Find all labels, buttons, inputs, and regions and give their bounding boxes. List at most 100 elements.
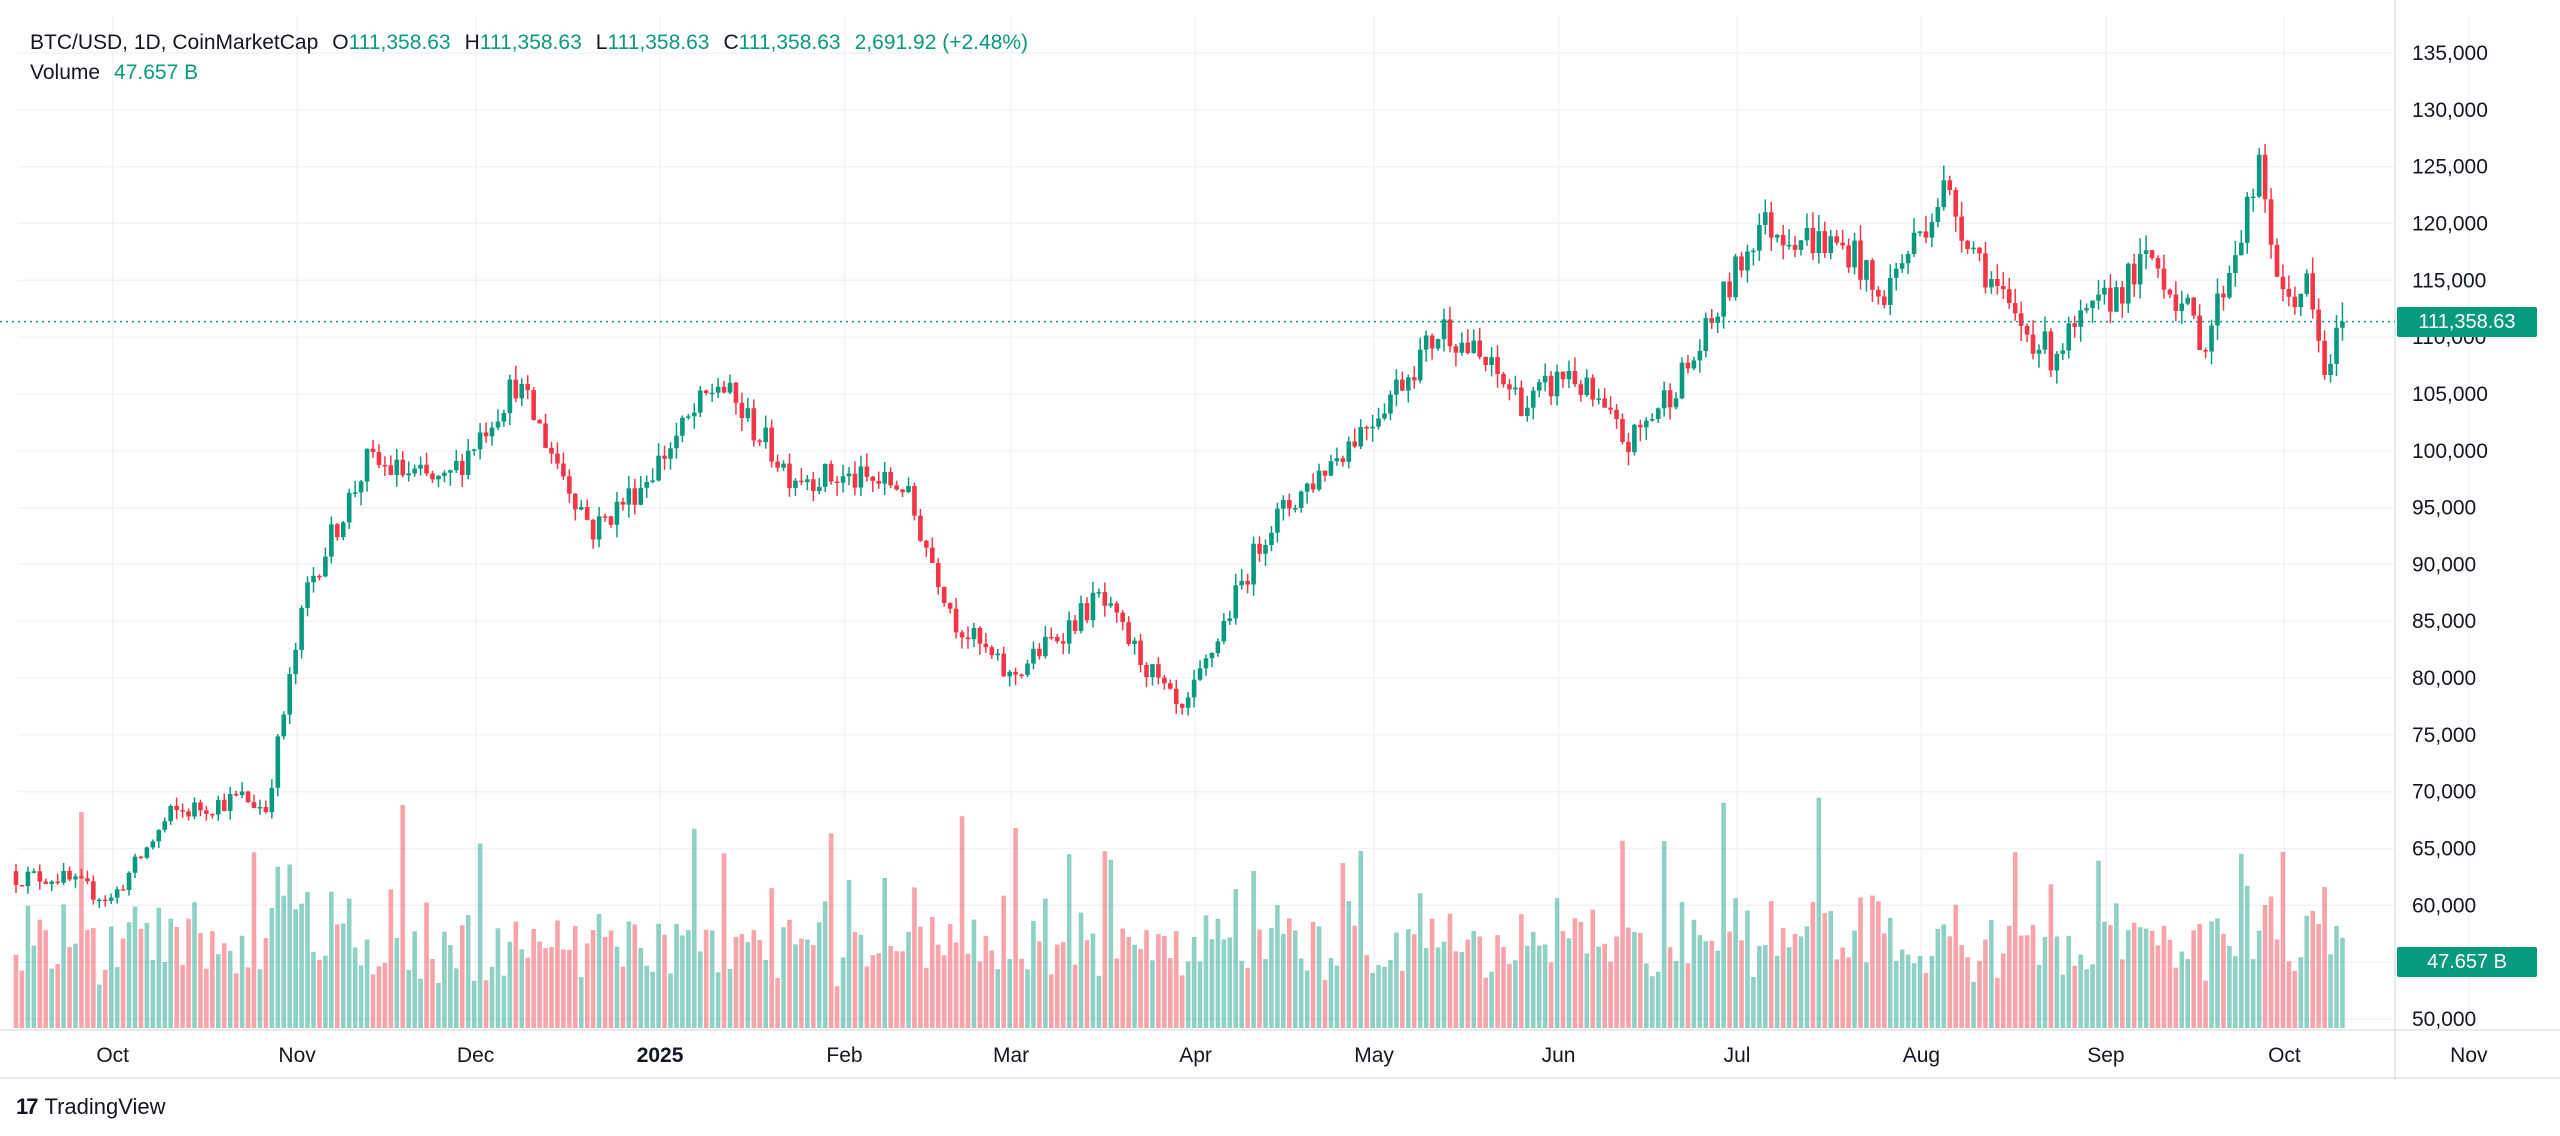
volume-bar [370, 974, 376, 1028]
volume-bar [495, 928, 501, 1028]
candle-body [400, 459, 406, 476]
candle-body [1876, 289, 1881, 297]
volume-bar [811, 945, 816, 1028]
candle-body [227, 793, 233, 811]
candle-body [1519, 387, 1524, 416]
candle-body [1251, 543, 1256, 585]
volume-bar [620, 966, 626, 1028]
candle-body [2054, 353, 2060, 371]
candle-body [1947, 180, 1953, 191]
volume-bar [1352, 925, 1358, 1028]
volume-bar [567, 949, 572, 1028]
volume-bar [418, 978, 423, 1028]
volume-bar [1834, 959, 1839, 1028]
volume-bar [2244, 885, 2250, 1028]
candle-body [335, 524, 340, 538]
volume-bar [31, 945, 37, 1028]
candle-body [1632, 424, 1637, 453]
candle-body [638, 487, 644, 505]
candle-body [888, 471, 893, 486]
volume-bar [1072, 964, 1078, 1028]
volume-bar [2215, 918, 2220, 1028]
candle-body [1501, 373, 1506, 385]
candle-body [2072, 323, 2077, 327]
volume-bar [376, 966, 382, 1028]
volume-bar [132, 906, 138, 1028]
y-tick-label: 60,000 [2412, 894, 2476, 917]
volume-bar [186, 918, 191, 1028]
candle-body [858, 466, 864, 488]
volume-bar [19, 970, 25, 1028]
candle-body [2221, 293, 2226, 298]
candle-body [471, 449, 477, 451]
volume-bar [1917, 955, 1923, 1028]
candle-body [454, 460, 459, 471]
x-tick-label: 2025 [637, 1044, 684, 1067]
volume-bar [828, 833, 834, 1028]
volume-bar [1287, 918, 1292, 1028]
volume-bar [1899, 949, 1905, 1028]
volume-bar [2304, 915, 2310, 1028]
volume-bar [1620, 840, 1625, 1028]
candle-body [102, 899, 108, 902]
tradingview-brand[interactable]: 17 TradingView [16, 1094, 166, 1120]
candle-body [2108, 287, 2113, 312]
volume-bar [2286, 961, 2292, 1028]
candle-body [1477, 340, 1482, 357]
volume-bar [1804, 926, 1810, 1028]
candle-body [311, 575, 316, 583]
volume-bar [1025, 969, 1030, 1028]
candle-body [1019, 674, 1024, 677]
volume-bar [983, 936, 989, 1028]
candle-body [1435, 339, 1441, 349]
volume-bar [1507, 963, 1512, 1028]
volume-bar [1870, 895, 1875, 1028]
candle-body [2042, 331, 2048, 350]
candle-body [263, 806, 269, 813]
candle-body [1804, 227, 1810, 241]
candle-body [2066, 323, 2072, 351]
candle-body [2298, 293, 2304, 308]
candle-body [388, 465, 394, 475]
volume-label[interactable]: Volume [30, 61, 101, 84]
y-tick-label: 90,000 [2412, 553, 2476, 576]
candle-body [2268, 199, 2274, 245]
candle-body [2060, 350, 2066, 354]
volume-bar [1560, 931, 1566, 1028]
candle-body [2078, 310, 2083, 327]
volume-bar [180, 964, 185, 1028]
candle-body [1245, 580, 1250, 585]
volume-bar [858, 934, 864, 1028]
volume-bar [1215, 918, 1221, 1028]
volume-bar [537, 941, 542, 1028]
candle-body [221, 800, 227, 811]
candle-body [947, 602, 953, 609]
candle-body [382, 464, 388, 467]
volume-bar [364, 939, 370, 1028]
candle-body [906, 485, 911, 493]
symbol-label[interactable]: BTC/USD, 1D, CoinMarketCap [30, 31, 319, 54]
candle-body [715, 386, 721, 393]
volume-bar [1001, 895, 1006, 1028]
volume-bar [174, 926, 179, 1028]
candle-body [2292, 296, 2298, 308]
volume-bar [2310, 911, 2315, 1028]
y-tick-label: 80,000 [2412, 667, 2476, 690]
candle-body [1263, 544, 1268, 554]
volume-bar [1441, 941, 1447, 1028]
volume-bar [1947, 936, 1953, 1028]
volume-bar [739, 934, 745, 1028]
candle-body [751, 408, 757, 441]
volume-bar [1489, 971, 1494, 1028]
candle-body [1465, 342, 1471, 354]
volume-bar [1275, 905, 1280, 1028]
candle-body [73, 876, 78, 880]
volume-bar [1269, 927, 1274, 1028]
candle-body [632, 488, 638, 505]
volume-bar [2340, 937, 2345, 1028]
volume-bar [1429, 918, 1435, 1028]
candle-body [1763, 212, 1768, 225]
candle-body [1905, 253, 1911, 264]
candle-body [2322, 340, 2327, 376]
